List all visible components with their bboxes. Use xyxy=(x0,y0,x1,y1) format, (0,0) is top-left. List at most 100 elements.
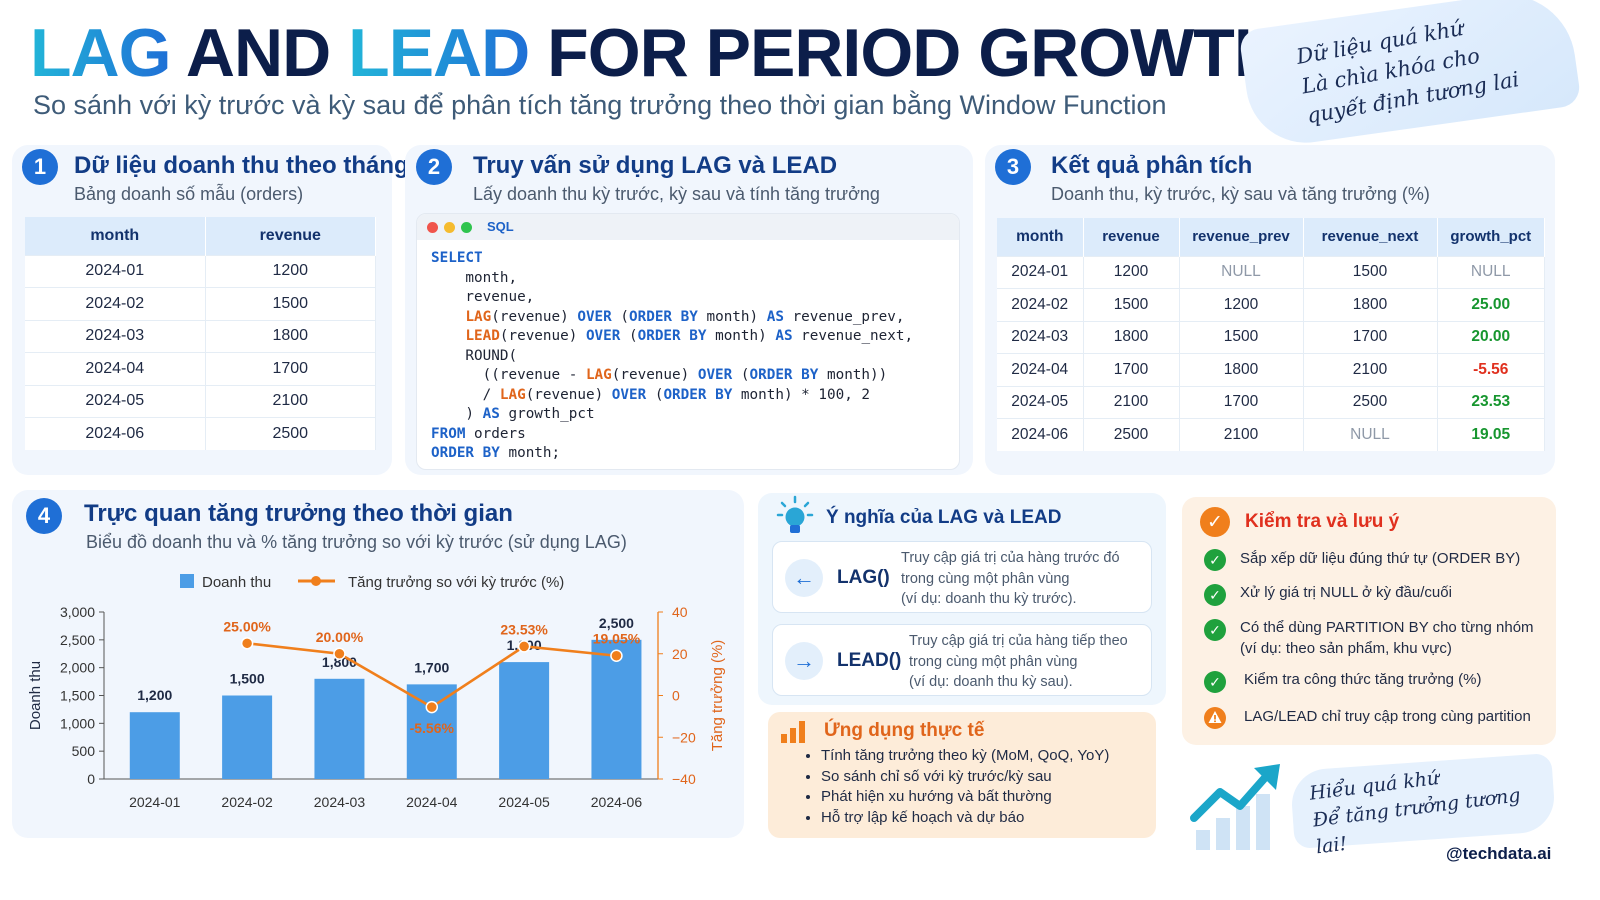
y-tick-label: 2,500 xyxy=(60,632,95,648)
page-subtitle: So sánh với kỳ trước và kỳ sau để phân t… xyxy=(33,90,1167,120)
result-col-revenue-next: revenue_next xyxy=(1303,218,1438,256)
cell-revenue-prev: NULL xyxy=(1179,255,1304,289)
cell-revenue: 1500 xyxy=(205,287,376,320)
cell-revenue-prev: 1700 xyxy=(1179,385,1304,419)
cell-growth-pct: 19.05 xyxy=(1437,418,1545,451)
meaning-title: Ý nghĩa của LAG và LEAD xyxy=(826,507,1062,528)
y2-tick-label: 40 xyxy=(672,604,688,620)
growth-point xyxy=(610,649,623,662)
x-tick-label: 2024-06 xyxy=(591,794,643,810)
cell-revenue-prev: 2100 xyxy=(1179,418,1304,451)
cell-revenue: 1500 xyxy=(1083,288,1180,321)
cell-growth-pct: -5.56 xyxy=(1437,353,1545,386)
bar-revenue xyxy=(499,662,550,779)
x-tick-label: 2024-02 xyxy=(221,794,273,810)
cell-month: 2024-04 xyxy=(25,352,206,385)
list-item: Tính tăng trưởng theo kỳ (MoM, QoQ, YoY) xyxy=(821,746,1109,767)
panel-checklist: ✓ Kiểm tra và lưu ý ✓ Sắp xếp dữ liệu đú… xyxy=(1182,497,1556,745)
list-item: Phát hiện xu hướng và bất thường xyxy=(821,787,1109,808)
x-tick-label: 2024-04 xyxy=(406,794,458,810)
cell-revenue-next: NULL xyxy=(1303,418,1438,451)
x-tick-label: 2024-01 xyxy=(129,794,181,810)
table-row: 2024-03 1800 xyxy=(25,319,376,353)
cell-month: 2024-02 xyxy=(25,287,206,320)
step-number-4: 4 xyxy=(26,498,62,534)
check-icon: ✓ xyxy=(1204,584,1226,606)
table-row: 2024-04 1700 xyxy=(25,352,376,385)
cell-month: 2024-05 xyxy=(997,385,1084,419)
bar-value-label: 1,200 xyxy=(137,687,172,703)
legend-label-revenue: Doanh thu xyxy=(202,574,271,591)
sql-code: SELECT month, revenue, LAG(revenue) OVER… xyxy=(431,250,914,461)
lead-name: LEAD() xyxy=(837,650,902,671)
cell-revenue: 2100 xyxy=(205,384,376,418)
lag-card: ← LAG() Truy cập giá trị của hàng trước … xyxy=(772,541,1152,613)
y2-tick-label: −20 xyxy=(672,729,696,745)
y-tick-label: 0 xyxy=(87,771,95,787)
cell-month: 2024-03 xyxy=(25,319,206,353)
lag-desc-line2: trong cùng một phân vùng xyxy=(901,570,1070,587)
growth-arrow-icon xyxy=(1190,764,1280,850)
check-icon: ✓ xyxy=(1204,671,1226,693)
cell-month: 2024-01 xyxy=(25,254,206,288)
result-col-revenue: revenue xyxy=(1083,218,1180,256)
lead-desc-line2: trong cùng một phân vùng xyxy=(909,653,1078,670)
lag-desc-line3: (ví dụ: doanh thu kỳ trước). xyxy=(901,591,1077,607)
check-title: Kiểm tra và lưu ý xyxy=(1245,511,1400,532)
cell-revenue: 2100 xyxy=(1083,385,1180,419)
cell-month: 2024-01 xyxy=(997,255,1084,289)
bar-value-label: 2,500 xyxy=(599,615,634,631)
cell-month: 2024-05 xyxy=(25,384,206,418)
lag-name: LAG() xyxy=(837,567,890,588)
bar-revenue xyxy=(222,695,273,779)
section4-subtitle: Biểu đồ doanh thu và % tăng trưởng so vớ… xyxy=(86,532,627,552)
check-item-3-line2: (ví dụ: theo sản phẩm, khu vực) xyxy=(1240,639,1452,657)
check-item-5: LAG/LEAD chỉ truy cập trong cùng partiti… xyxy=(1244,708,1531,725)
y-tick-label: 3,000 xyxy=(60,604,95,620)
cell-revenue: 1700 xyxy=(205,352,376,385)
bar-value-label: 1,700 xyxy=(414,659,449,675)
cell-revenue-prev: 1500 xyxy=(1179,320,1304,354)
y-tick-label: 1,500 xyxy=(60,688,95,704)
growth-point xyxy=(517,640,531,653)
cell-revenue-next: 2500 xyxy=(1303,385,1438,419)
code-window-bar: SQL xyxy=(417,214,959,240)
growth-label: 25.00% xyxy=(223,618,271,634)
step-number-3: 3 xyxy=(995,149,1031,185)
table-row: 2024-05 2100 1700 2500 23.53 xyxy=(997,385,1545,419)
table-row: 2024-04 1700 1800 2100 -5.56 xyxy=(997,353,1545,386)
section2-title: Truy vấn sử dụng LAG và LEAD xyxy=(473,152,838,179)
section4-title: Trực quan tăng trưởng theo thời gian xyxy=(84,500,513,527)
title-lag: LAG xyxy=(30,15,172,91)
result-col-growth-pct: growth_pct xyxy=(1437,218,1545,256)
lead-description: Truy cập giá trị của hàng tiếp theo tron… xyxy=(909,631,1128,693)
y-tick-label: 500 xyxy=(72,743,96,759)
cell-revenue: 1800 xyxy=(1083,320,1180,354)
window-close-dot xyxy=(427,222,438,233)
cell-revenue: 1200 xyxy=(205,254,376,288)
cell-revenue-next: 1500 xyxy=(1303,255,1438,289)
cell-revenue: 1200 xyxy=(1083,255,1180,289)
y-tick-label: 2,000 xyxy=(60,660,95,676)
cell-month: 2024-06 xyxy=(25,417,206,450)
bar-revenue xyxy=(591,639,642,779)
list-item: So sánh chỉ số với kỳ trước/kỳ sau xyxy=(821,767,1109,788)
check-icon: ✓ xyxy=(1204,549,1226,571)
y2-tick-label: 0 xyxy=(672,688,680,704)
apply-title: Ứng dụng thực tế xyxy=(824,720,985,741)
cell-growth-pct: 25.00 xyxy=(1437,288,1545,321)
window-minimize-dot xyxy=(444,222,455,233)
legend-swatch-revenue xyxy=(180,574,194,588)
orders-col-revenue: revenue xyxy=(205,217,376,255)
cell-month: 2024-06 xyxy=(997,418,1084,451)
cell-revenue-prev: 1800 xyxy=(1179,353,1304,386)
list-item: Hỗ trợ lập kế hoạch và dự báo xyxy=(821,808,1109,829)
title-lead: LEAD xyxy=(348,15,530,91)
lag-desc-line1: Truy cập giá trị của hàng trước đó xyxy=(901,550,1120,566)
growth-label: -5.56% xyxy=(410,720,455,736)
bar-revenue xyxy=(129,712,180,779)
growth-point xyxy=(425,700,439,714)
bar-revenue xyxy=(314,678,365,779)
cell-revenue: 2500 xyxy=(205,417,376,450)
page-title: LAG AND LEAD FOR PERIOD GROWTH xyxy=(30,12,1283,94)
